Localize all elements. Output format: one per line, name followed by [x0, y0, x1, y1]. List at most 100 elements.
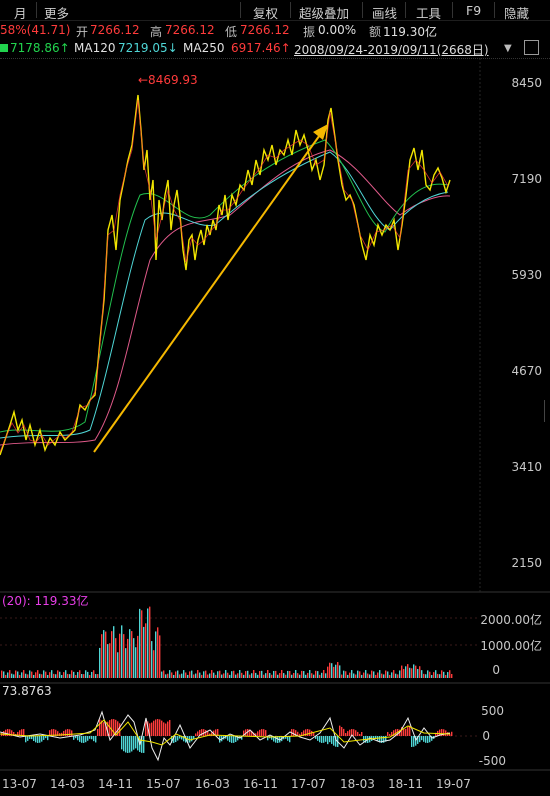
- volume-bar: [291, 674, 293, 678]
- volume-bar: [61, 674, 63, 678]
- volume-bar: [41, 674, 43, 678]
- tools-button[interactable]: 工具: [416, 6, 442, 21]
- indicator-line-white: [0, 710, 451, 762]
- volume-bar: [111, 631, 113, 678]
- indicator-bar: [405, 728, 407, 736]
- volume-bar: [345, 671, 347, 678]
- indicator-bar: [101, 720, 103, 736]
- indicator-bar: [51, 729, 53, 736]
- side-panel-toggle[interactable]: [544, 400, 550, 422]
- indicator-bar: [293, 729, 295, 736]
- volume-bar: [33, 674, 35, 678]
- volume-bar: [253, 670, 255, 678]
- indicator-bar: [359, 733, 361, 736]
- indicator-bar: [407, 726, 409, 736]
- volume-bar: [273, 670, 275, 678]
- indicator-bar: [153, 720, 155, 736]
- indicator-bar: [33, 736, 35, 742]
- volume-bar: [431, 674, 433, 678]
- volume-grid: [0, 617, 480, 646]
- volume-bar: [213, 672, 215, 678]
- indicator-bar: [295, 730, 297, 736]
- time-tick: 18-03: [340, 777, 375, 791]
- volume-bar: [161, 671, 163, 678]
- indicator-bar: [95, 736, 97, 743]
- volume-bar: [281, 670, 283, 678]
- indicator-bar: [197, 731, 199, 736]
- volume-bar: [233, 670, 235, 678]
- volume-bar: [409, 667, 411, 678]
- volume-bar: [55, 674, 57, 678]
- volume-bar: [381, 673, 383, 678]
- ma250-line: [0, 149, 451, 446]
- volume-bar: [117, 652, 119, 678]
- overlay-button[interactable]: 超级叠加: [299, 6, 350, 21]
- ma60-line: [0, 139, 449, 433]
- indicator-bar: [427, 736, 429, 743]
- indicator-bar: [113, 719, 115, 736]
- volume-bar: [227, 672, 229, 678]
- indicator-bar: [349, 729, 351, 736]
- indicator-bar: [261, 729, 263, 736]
- indicator-bar: [119, 723, 121, 736]
- ma120-value: 7219.05↓: [118, 41, 178, 55]
- volume-bar: [115, 638, 117, 678]
- volume-bar: [329, 662, 331, 678]
- date-range-selector[interactable]: 2008/09/24-2019/09/11(2668日): [294, 43, 489, 57]
- time-tick: 17-07: [291, 777, 326, 791]
- volume-bar: [415, 665, 417, 678]
- indicator-bar: [201, 729, 203, 736]
- indicator-bar: [307, 729, 309, 736]
- time-tick: 19-07: [436, 777, 471, 791]
- draw-line-button[interactable]: 画线: [372, 6, 398, 21]
- volume-bar: [407, 664, 409, 678]
- volume-bar: [189, 671, 191, 678]
- volume-bar: [73, 671, 75, 678]
- volume-bar: [181, 673, 183, 678]
- indicator-bar: [19, 730, 21, 736]
- indicator-bar: [149, 723, 151, 736]
- indicator-bar: [163, 722, 165, 736]
- volume-bar: [105, 631, 107, 678]
- hide-button[interactable]: 隐藏: [504, 6, 530, 21]
- more-button[interactable]: 更多: [44, 6, 70, 21]
- volume-bar: [119, 633, 121, 678]
- indicator-bar: [263, 729, 265, 736]
- indicator-bar: [77, 736, 79, 741]
- volume-bar: [439, 674, 441, 678]
- peak-annotation: ←8469.93: [138, 73, 198, 87]
- chevron-down-icon[interactable]: ▼: [504, 43, 512, 54]
- indicator-bar: [183, 736, 185, 742]
- indicator-bar: [311, 730, 313, 736]
- volume-bar: [411, 668, 413, 678]
- volume-bar: [391, 672, 393, 678]
- volume-bar: [327, 666, 329, 678]
- volume-bar: [413, 664, 415, 678]
- indicator-bar: [401, 727, 403, 736]
- indicator-bar: [319, 736, 321, 743]
- volume-bar: [343, 670, 345, 678]
- volume-bar: [203, 671, 205, 678]
- indicator-bar: [251, 730, 253, 736]
- volume-bar: [79, 670, 81, 678]
- volume-bar: [63, 672, 65, 678]
- indicator-bar: [67, 729, 69, 736]
- window-icon[interactable]: [524, 40, 539, 55]
- period-button[interactable]: 月: [14, 6, 27, 21]
- indicator-bar: [137, 736, 139, 751]
- volume-bar: [425, 674, 427, 678]
- restore-button[interactable]: 复权: [253, 6, 279, 21]
- price-tick: 7190: [511, 172, 542, 186]
- toolbar-divider: [452, 2, 453, 18]
- volume-bar: [377, 672, 379, 678]
- indicator-bar: [445, 730, 447, 736]
- f9-button[interactable]: F9: [466, 3, 482, 18]
- volume-bar: [397, 674, 399, 678]
- indicator-bar: [383, 736, 385, 743]
- volume-bar: [393, 670, 395, 678]
- volume-bar: [301, 670, 303, 678]
- indicator-bar: [171, 736, 173, 743]
- volume-bar: [13, 674, 15, 678]
- indicator-bar: [267, 736, 269, 741]
